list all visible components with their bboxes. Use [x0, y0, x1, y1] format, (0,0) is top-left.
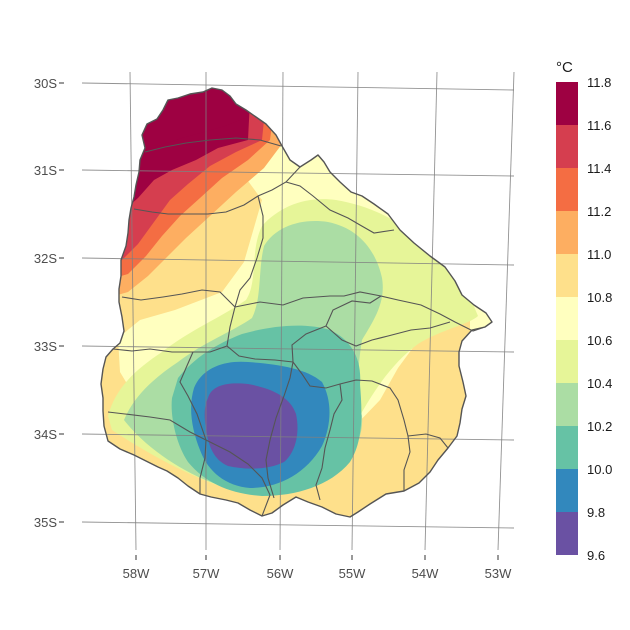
y-tick-label: 30S: [34, 76, 57, 91]
legend-color-swatch: [556, 383, 578, 426]
legend-tick-label: 10.0: [587, 462, 612, 477]
legend-tick-label: 11.6: [587, 118, 611, 133]
meridian-line: [424, 71, 438, 551]
legend-tick-label: 11.8: [587, 75, 611, 90]
legend-color-swatch: [556, 211, 578, 254]
graticule-lines: [81, 71, 515, 551]
x-tick-label: 55W: [339, 566, 366, 581]
meridian-line: [497, 71, 515, 551]
legend-tick-label: 9.8: [587, 505, 605, 520]
parallel-line: [81, 257, 515, 266]
temperature-band: [204, 383, 298, 469]
x-tick-label: 58W: [123, 566, 150, 581]
legend-color-swatch: [556, 469, 578, 512]
legend-tick-label: 10.4: [587, 376, 612, 391]
x-tick-label: 54W: [412, 566, 439, 581]
legend-tick-label: 10.6: [587, 333, 612, 348]
parallel-line: [81, 169, 515, 177]
uruguay-outline: [100, 87, 493, 518]
legend-tick-label: 10.8: [587, 290, 612, 305]
legend-color-swatch: [556, 254, 578, 297]
y-tick-label: 34S: [34, 427, 57, 442]
y-tick-label: 32S: [34, 251, 57, 266]
legend-color-swatch: [556, 82, 578, 125]
legend-tick-label: 11.2: [587, 204, 611, 219]
legend-tick-label: 9.6: [587, 548, 605, 563]
x-tick-label: 53W: [485, 566, 512, 581]
legend-tick-label: 11.4: [587, 161, 611, 176]
legend-tick-label: 10.2: [587, 419, 612, 434]
parallel-line: [81, 521, 515, 529]
legend-color-swatch: [556, 125, 578, 168]
parallel-line: [81, 433, 515, 441]
legend-tick-label: 11.0: [587, 247, 611, 262]
parallel-line: [81, 82, 515, 91]
y-tick-label: 31S: [34, 163, 57, 178]
legend-color-swatch: [556, 168, 578, 211]
legend-title: °C: [556, 59, 573, 76]
y-axis: 30S 31S 32S 33S 34S 35S: [34, 76, 64, 530]
meridian-line: [129, 71, 137, 551]
department-boundaries: [107, 137, 486, 517]
legend-color-swatch: [556, 297, 578, 340]
temperature-band: [101, 170, 470, 517]
legend-color-swatch: [556, 340, 578, 383]
x-axis: 58W 57W 56W 55W 54W 53W: [123, 555, 512, 581]
x-tick-label: 57W: [193, 566, 220, 581]
y-tick-label: 33S: [34, 339, 57, 354]
parallel-line: [81, 345, 515, 353]
color-legend: °C 11.8 11.6 11.4 11.2 11.0 10.8 10.6 10.4 10.2 1…: [556, 59, 612, 563]
meridian-line: [351, 71, 359, 551]
x-tick-label: 56W: [267, 566, 294, 581]
legend-color-swatch: [556, 426, 578, 469]
y-tick-label: 35S: [34, 515, 57, 530]
meridian-line: [279, 71, 284, 551]
legend-color-swatch: [556, 512, 578, 555]
